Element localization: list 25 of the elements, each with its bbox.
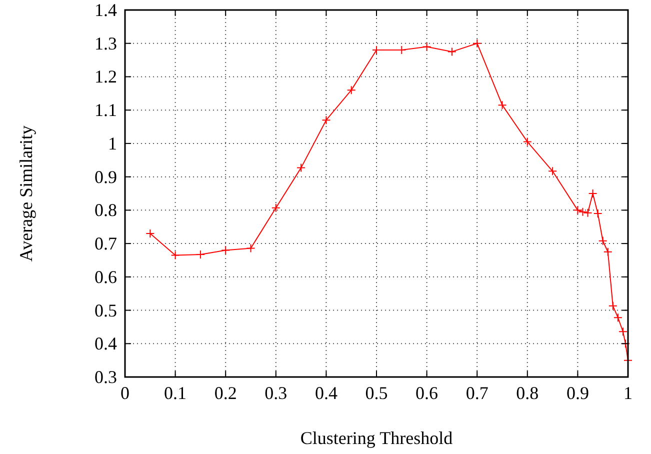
- x-tick-label: 0.3: [264, 383, 288, 403]
- x-tick-label: 0.6: [416, 383, 438, 403]
- y-tick-label: 0.3: [94, 367, 117, 387]
- x-tick-label: 0.8: [516, 383, 539, 403]
- y-tick-label: 0.4: [94, 334, 117, 354]
- x-tick-label: 0.5: [365, 383, 388, 403]
- y-tick-label: 0.9: [94, 166, 117, 187]
- x-tick-label: 0.1: [164, 383, 187, 403]
- x-tick-label: 0.7: [466, 383, 488, 403]
- x-tick-label: 0.2: [214, 383, 237, 403]
- y-tick-label: 1.1: [94, 100, 117, 120]
- y-tick-label: 1.4: [94, 0, 117, 20]
- y-tick-label: 0.8: [94, 200, 117, 220]
- y-tick-label: 1.3: [94, 33, 117, 54]
- x-tick-label: 0.4: [314, 383, 338, 403]
- y-tick-label: 0.7: [94, 234, 117, 254]
- y-tick-label: 1: [108, 133, 117, 154]
- y-tick-label: 1.2: [94, 66, 117, 87]
- y-axis-title: Average Similarity: [16, 125, 36, 262]
- x-tick-label: 0.9: [566, 383, 589, 403]
- x-axis-title: Clustering Threshold: [300, 428, 453, 448]
- y-tick-label: 0.5: [94, 300, 117, 320]
- x-tick-label: 1: [624, 383, 632, 403]
- y-tick-label: 0.6: [94, 266, 117, 287]
- x-tick-label: 0: [120, 383, 130, 403]
